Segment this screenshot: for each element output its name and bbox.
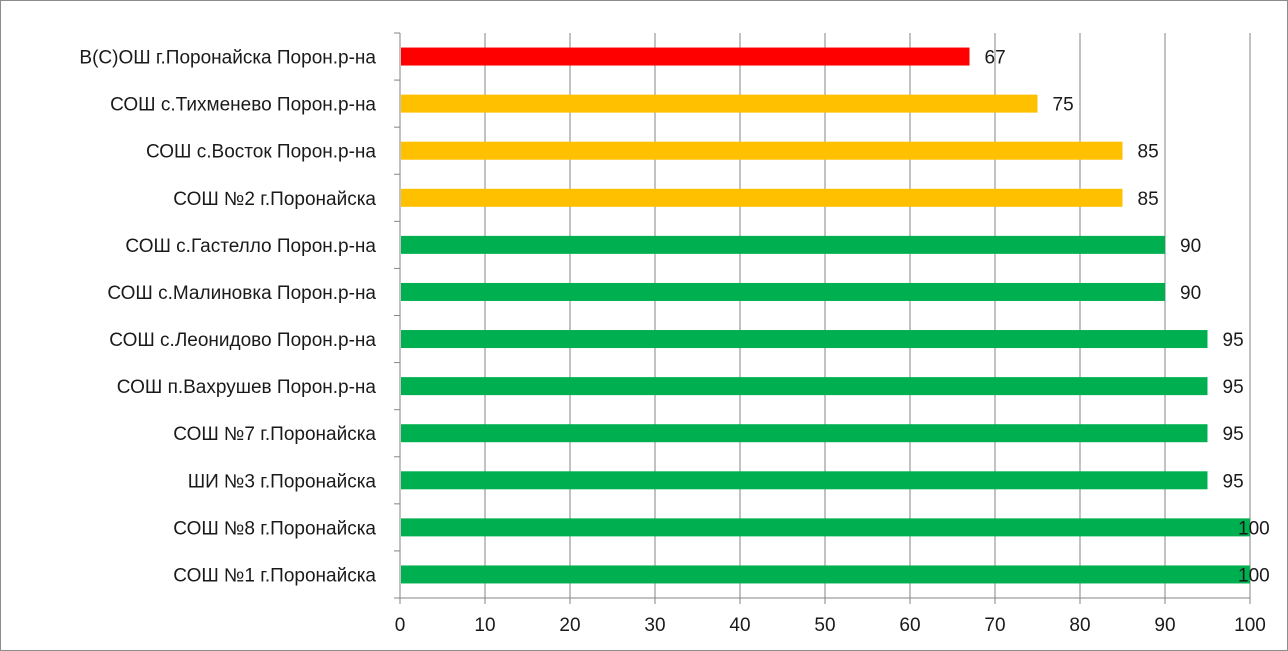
- value-label-7: 95: [1223, 377, 1244, 398]
- value-label-5: 90: [1180, 283, 1201, 304]
- x-tick-label-60: 60: [899, 615, 920, 636]
- category-label-2: СОШ с.Восток Порон.р-на: [146, 142, 376, 163]
- x-tick-label-90: 90: [1154, 615, 1175, 636]
- bar-7: [401, 377, 1208, 396]
- axis-layer: [394, 32, 1251, 604]
- category-label-1: СОШ с.Тихменево Порон.р-на: [110, 95, 376, 116]
- category-label-0: В(С)ОШ г.Поронайска Порон.р-на: [79, 48, 376, 69]
- bar-5: [401, 282, 1165, 301]
- x-tick-label-40: 40: [729, 615, 750, 636]
- value-label-8: 95: [1223, 424, 1244, 445]
- bar-8: [401, 424, 1208, 443]
- x-tick-label-20: 20: [559, 615, 580, 636]
- category-label-3: СОШ №2 г.Поронайска: [173, 189, 376, 210]
- x-tick-label-50: 50: [814, 615, 835, 636]
- value-label-4: 90: [1180, 236, 1201, 257]
- label-layer: 0 10 20 30 40 50 60 70 80 90 100 В(С)ОШ г.Поронайск…: [79, 48, 1269, 636]
- category-label-4: СОШ с.Гастелло Порон.р-на: [125, 236, 376, 257]
- value-label-10: 100: [1238, 518, 1270, 539]
- category-label-5: СОШ с.Малиновка Порон.р-на: [107, 283, 376, 304]
- bar-4: [401, 235, 1165, 254]
- x-tick-label-0: 0: [395, 615, 406, 636]
- category-label-10: СОШ №8 г.Поронайска: [173, 518, 376, 539]
- category-label-8: СОШ №7 г.Поронайска: [173, 424, 376, 445]
- bar-2: [401, 141, 1123, 160]
- x-tick-label-80: 80: [1069, 615, 1090, 636]
- value-label-3: 85: [1138, 189, 1159, 210]
- category-label-6: СОШ с.Леонидово Порон.р-на: [109, 330, 376, 351]
- bar-10: [401, 518, 1250, 537]
- value-label-1: 75: [1053, 95, 1074, 116]
- bar-3: [401, 188, 1123, 207]
- value-label-6: 95: [1223, 330, 1244, 351]
- x-tick-label-70: 70: [984, 615, 1005, 636]
- bar-9: [401, 471, 1208, 490]
- value-label-11: 100: [1238, 565, 1270, 586]
- x-tick-label-30: 30: [644, 615, 665, 636]
- category-label-9: ШИ №3 г.Поронайска: [188, 471, 377, 492]
- category-label-11: СОШ №1 г.Поронайска: [173, 565, 376, 586]
- x-tick-label-10: 10: [474, 615, 495, 636]
- bar-layer: [401, 47, 1250, 584]
- bar-11: [401, 565, 1250, 584]
- grid-layer: [484, 33, 1251, 598]
- bar-6: [401, 330, 1208, 349]
- value-label-9: 95: [1223, 471, 1244, 492]
- x-tick-label-100: 100: [1234, 615, 1266, 636]
- value-label-2: 85: [1138, 142, 1159, 163]
- bar-1: [401, 94, 1038, 113]
- bar-0: [401, 47, 970, 66]
- value-label-0: 67: [985, 48, 1006, 69]
- category-label-7: СОШ п.Вахрушев Порон.р-на: [117, 377, 377, 398]
